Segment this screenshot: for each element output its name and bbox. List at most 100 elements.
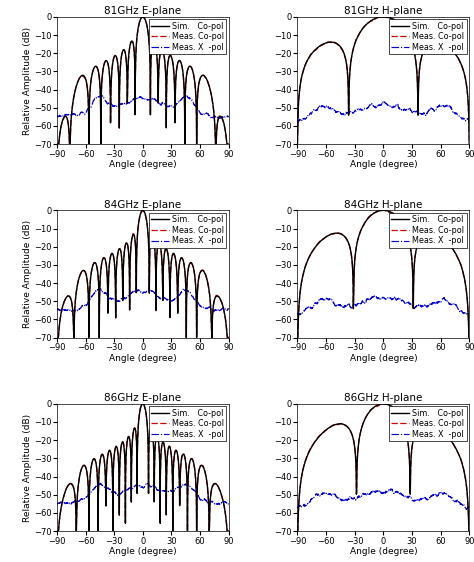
Meas. Co-pol — [226, 334, 231, 341]
Sim.   Co-pol — [381, 207, 386, 214]
Meas. X  -pol — [317, 103, 323, 110]
Sim.   Co-pol — [325, 232, 331, 239]
Sim.   Co-pol — [379, 401, 385, 407]
Sim.   Co-pol — [409, 446, 415, 452]
Sim.   Co-pol — [325, 39, 331, 46]
Meas. Co-pol — [352, 447, 358, 454]
Sim.   Co-pol — [466, 140, 472, 147]
Meas. X  -pol — [54, 305, 60, 312]
Meas. X  -pol — [138, 483, 144, 490]
Line: Sim.   Co-pol: Sim. Co-pol — [57, 17, 228, 144]
Sim.   Co-pol — [84, 279, 90, 285]
Meas. X  -pol — [183, 482, 189, 488]
Line: Meas. Co-pol: Meas. Co-pol — [57, 17, 228, 144]
Y-axis label: Relative Amplitude (dB): Relative Amplitude (dB) — [23, 26, 32, 134]
Meas. Co-pol — [294, 140, 301, 147]
Meas. X  -pol — [183, 93, 189, 99]
Sim.   Co-pol — [226, 528, 231, 534]
Sim.   Co-pol — [168, 53, 174, 60]
Sim.   Co-pol — [294, 334, 301, 341]
Meas. X  -pol — [77, 306, 82, 312]
Title: 81GHz H-plane: 81GHz H-plane — [344, 6, 422, 16]
Meas. Co-pol — [378, 401, 384, 407]
Sim.   Co-pol — [409, 40, 415, 47]
Meas. X  -pol — [372, 293, 377, 300]
Meas. X  -pol — [424, 110, 429, 117]
Meas. Co-pol — [112, 52, 118, 59]
Meas. Co-pol — [325, 425, 331, 432]
Sim.   Co-pol — [466, 334, 472, 341]
Y-axis label: Relative Amplitude (dB): Relative Amplitude (dB) — [23, 220, 32, 328]
Sim.   Co-pol — [317, 238, 323, 245]
Meas. Co-pol — [140, 207, 146, 214]
Meas. X  -pol — [226, 306, 231, 312]
Sim.   Co-pol — [352, 447, 358, 454]
Meas. Co-pol — [317, 43, 323, 49]
Meas. X  -pol — [183, 92, 189, 99]
Sim.   Co-pol — [112, 449, 118, 456]
Meas. Co-pol — [409, 446, 415, 453]
Title: 86GHz E-plane: 86GHz E-plane — [104, 393, 182, 403]
Meas. X  -pol — [466, 502, 472, 509]
Meas. X  -pol — [138, 289, 144, 296]
Legend: Sim.   Co-pol, Meas. Co-pol, Meas. X  -pol: Sim. Co-pol, Meas. Co-pol, Meas. X -pol — [148, 213, 226, 248]
Meas. X  -pol — [54, 500, 60, 507]
Meas. X  -pol — [352, 107, 358, 114]
Legend: Sim.   Co-pol, Meas. Co-pol, Meas. X  -pol: Sim. Co-pol, Meas. Co-pol, Meas. X -pol — [389, 406, 467, 441]
Title: 84GHz H-plane: 84GHz H-plane — [344, 200, 422, 210]
Meas. X  -pol — [325, 491, 331, 498]
Meas. Co-pol — [138, 402, 144, 409]
Meas. X  -pol — [424, 496, 429, 502]
Legend: Sim.   Co-pol, Meas. Co-pol, Meas. X  -pol: Sim. Co-pol, Meas. Co-pol, Meas. X -pol — [389, 19, 467, 55]
Sim.   Co-pol — [140, 13, 146, 20]
Meas. Co-pol — [183, 463, 189, 470]
Meas. X  -pol — [112, 296, 118, 302]
Meas. Co-pol — [409, 40, 415, 47]
Meas. X  -pol — [409, 301, 415, 308]
Meas. X  -pol — [317, 296, 323, 302]
Line: Meas. X  -pol: Meas. X -pol — [298, 489, 469, 510]
Sim.   Co-pol — [77, 75, 82, 81]
Sim.   Co-pol — [84, 473, 90, 479]
Meas. Co-pol — [168, 451, 174, 457]
Sim.   Co-pol — [317, 432, 323, 439]
Meas. Co-pol — [409, 255, 415, 262]
X-axis label: Angle (degree): Angle (degree) — [349, 547, 417, 556]
Sim.   Co-pol — [317, 43, 323, 49]
Sim.   Co-pol — [424, 420, 429, 427]
Meas. Co-pol — [376, 207, 382, 214]
Title: 84GHz E-plane: 84GHz E-plane — [104, 200, 182, 210]
Meas. Co-pol — [226, 528, 231, 534]
Legend: Sim.   Co-pol, Meas. Co-pol, Meas. X  -pol: Sim. Co-pol, Meas. Co-pol, Meas. X -pol — [148, 19, 226, 55]
Sim.   Co-pol — [409, 255, 415, 262]
Sim.   Co-pol — [325, 425, 331, 432]
X-axis label: Angle (degree): Angle (degree) — [109, 160, 177, 169]
Sim.   Co-pol — [226, 334, 231, 341]
Meas. Co-pol — [317, 238, 323, 244]
Meas. X  -pol — [112, 489, 118, 496]
Y-axis label: Relative Amplitude (dB): Relative Amplitude (dB) — [23, 414, 32, 522]
Sim.   Co-pol — [140, 401, 146, 407]
Meas. Co-pol — [424, 43, 429, 50]
Meas. X  -pol — [409, 497, 415, 504]
Line: Meas. Co-pol: Meas. Co-pol — [57, 211, 228, 338]
Meas. X  -pol — [409, 108, 415, 115]
Sim.   Co-pol — [54, 528, 60, 534]
Sim.   Co-pol — [381, 13, 386, 20]
Meas. X  -pol — [379, 294, 385, 301]
X-axis label: Angle (degree): Angle (degree) — [109, 353, 177, 362]
Meas. X  -pol — [211, 309, 217, 315]
Sim.   Co-pol — [183, 76, 189, 83]
Sim.   Co-pol — [294, 528, 301, 534]
Meas. Co-pol — [226, 140, 231, 147]
Sim.   Co-pol — [183, 463, 189, 470]
Line: Sim.   Co-pol: Sim. Co-pol — [298, 404, 469, 531]
Meas. Co-pol — [379, 207, 385, 214]
Meas. X  -pol — [294, 120, 301, 127]
Meas. X  -pol — [325, 104, 331, 111]
Meas. Co-pol — [183, 75, 189, 81]
Meas. X  -pol — [85, 493, 91, 500]
Meas. Co-pol — [466, 528, 472, 534]
Line: Meas. Co-pol: Meas. Co-pol — [298, 17, 469, 144]
Meas. X  -pol — [424, 304, 430, 311]
